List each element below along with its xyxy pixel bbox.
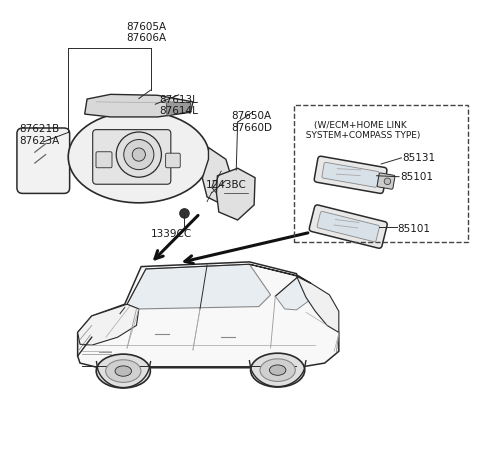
FancyBboxPatch shape — [96, 152, 112, 168]
Ellipse shape — [115, 366, 132, 376]
Text: 85131: 85131 — [402, 153, 435, 163]
Text: 1243BC: 1243BC — [205, 179, 246, 190]
FancyBboxPatch shape — [93, 130, 171, 184]
Ellipse shape — [269, 365, 286, 375]
Polygon shape — [276, 276, 311, 310]
Ellipse shape — [260, 359, 295, 381]
FancyBboxPatch shape — [322, 162, 379, 187]
FancyBboxPatch shape — [166, 153, 180, 168]
Circle shape — [124, 140, 154, 169]
Polygon shape — [212, 180, 223, 194]
FancyBboxPatch shape — [317, 211, 379, 242]
Ellipse shape — [96, 354, 150, 388]
Text: 87650A
87660D: 87650A 87660D — [231, 111, 272, 133]
Polygon shape — [297, 276, 339, 332]
Text: (W/ECM+HOME LINK
  SYSTEM+COMPASS TYPE): (W/ECM+HOME LINK SYSTEM+COMPASS TYPE) — [300, 121, 420, 140]
FancyBboxPatch shape — [314, 156, 387, 194]
Text: 85101: 85101 — [400, 172, 433, 182]
Polygon shape — [127, 264, 271, 309]
Polygon shape — [216, 168, 255, 220]
Polygon shape — [78, 262, 339, 368]
FancyBboxPatch shape — [377, 173, 395, 189]
Circle shape — [384, 178, 391, 185]
Ellipse shape — [68, 111, 209, 203]
Bar — [294, 105, 468, 242]
Circle shape — [132, 148, 145, 161]
Ellipse shape — [106, 360, 141, 382]
Polygon shape — [203, 148, 235, 204]
Text: 85101: 85101 — [397, 224, 431, 234]
Text: 87621B
87623A: 87621B 87623A — [19, 124, 59, 146]
Circle shape — [180, 209, 189, 218]
Polygon shape — [78, 304, 139, 345]
FancyBboxPatch shape — [17, 128, 70, 194]
Text: 87613L
87614L: 87613L 87614L — [159, 95, 198, 117]
Circle shape — [116, 132, 161, 177]
FancyBboxPatch shape — [309, 205, 387, 248]
Ellipse shape — [251, 353, 305, 387]
Polygon shape — [84, 94, 193, 117]
Polygon shape — [166, 102, 191, 116]
Text: 1339CC: 1339CC — [151, 229, 192, 239]
Text: 87605A
87606A: 87605A 87606A — [126, 22, 166, 43]
